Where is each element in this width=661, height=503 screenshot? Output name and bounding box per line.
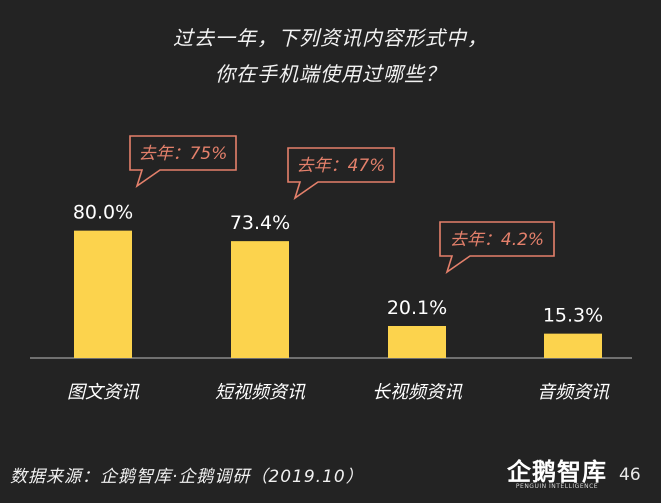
value-label-3: 20.1% — [387, 297, 447, 319]
callout-text: 去年：4.2% — [450, 230, 544, 250]
value-label-2: 73.4% — [230, 212, 290, 234]
callout-box — [439, 221, 555, 274]
category-label-4: 音频资讯 — [537, 382, 610, 403]
logo-name: 企鹅智库 — [507, 458, 607, 486]
callout-text: 去年：75% — [139, 144, 228, 164]
callout-box — [287, 147, 395, 200]
data-source-note: 数据来源：企鹅智库·企鹅调研（2019.10） — [10, 467, 364, 487]
bar-3 — [388, 326, 446, 358]
last-year-callout-3: 去年：4.2% — [439, 221, 555, 274]
category-label-3: 长视频资讯 — [372, 382, 463, 403]
penguin-intelligence-logo: 企鹅智库 PENGUIN INTELLIGENCE — [506, 452, 608, 496]
bar-4 — [544, 333, 602, 358]
callout-text: 去年：47% — [297, 156, 386, 176]
bar-1 — [74, 230, 132, 358]
callout-box — [129, 135, 237, 188]
value-label-1: 80.0% — [73, 202, 133, 224]
last-year-callout-1: 去年：75% — [129, 135, 237, 188]
last-year-callout-2: 去年：47% — [287, 147, 395, 200]
category-label-2: 短视频资讯 — [215, 382, 306, 403]
page-number: 46 — [619, 465, 641, 485]
logo-subtitle: PENGUIN INTELLIGENCE — [515, 483, 599, 490]
bar-2 — [231, 241, 289, 358]
chart-title-line-2: 你在手机端使用过哪些？ — [215, 62, 446, 86]
category-label-1: 图文资讯 — [67, 382, 140, 403]
value-label-4: 15.3% — [543, 305, 603, 327]
chart-title-line-1: 过去一年，下列资讯内容形式中， — [173, 26, 488, 50]
